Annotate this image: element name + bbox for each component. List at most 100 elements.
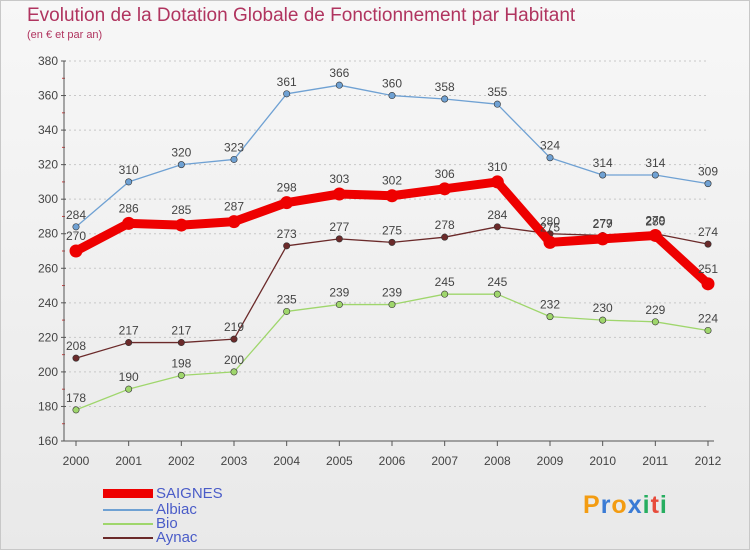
data-point-albiac (441, 95, 449, 103)
data-label-albiac: 310 (119, 163, 139, 177)
data-point-aynac (230, 335, 238, 343)
data-label-albiac: 360 (382, 77, 402, 91)
logo-letter: i (642, 491, 651, 519)
data-label-bio: 230 (593, 301, 613, 315)
data-label-saignes: 303 (329, 172, 349, 186)
x-tick-label: 2001 (115, 454, 142, 468)
data-point-bio (177, 371, 185, 379)
data-label-aynac: 208 (66, 339, 86, 353)
legend-swatch-aynac (103, 536, 153, 539)
chart-subtitle: (en € et par an) (27, 29, 103, 41)
data-point-albiac (125, 178, 133, 186)
data-point-aynac (125, 339, 133, 347)
data-point-saignes (69, 244, 83, 258)
x-tick-label: 2011 (642, 454, 668, 468)
data-label-aynac: 279 (593, 216, 613, 230)
data-point-saignes (490, 175, 504, 189)
data-point-bio (599, 316, 607, 324)
x-tick-label: 2002 (168, 454, 195, 468)
data-point-saignes (543, 235, 557, 249)
data-point-albiac (230, 155, 238, 163)
proxiti-logo: Proxiti (583, 491, 668, 520)
data-point-aynac (283, 242, 291, 250)
data-label-aynac: 280 (540, 215, 560, 229)
data-label-aynac: 273 (277, 227, 297, 241)
data-point-bio (72, 406, 80, 414)
data-label-bio: 229 (645, 303, 665, 317)
data-label-saignes: 310 (487, 160, 507, 174)
x-tick-label: 2010 (589, 454, 616, 468)
logo-letter: t (650, 491, 660, 519)
data-point-bio (651, 318, 659, 326)
legend-label-aynac: Aynac (156, 529, 198, 546)
data-label-albiac: 324 (540, 139, 560, 153)
data-point-bio (493, 290, 501, 298)
logo-letter: P (583, 491, 601, 519)
data-point-albiac (493, 100, 501, 108)
x-tick-label: 2005 (326, 454, 353, 468)
x-tick-label: 2012 (695, 454, 722, 468)
data-point-aynac (335, 235, 343, 243)
data-label-aynac: 280 (645, 215, 665, 229)
data-point-saignes (280, 196, 294, 210)
data-label-saignes: 285 (171, 203, 191, 217)
data-label-saignes: 251 (698, 262, 718, 276)
logo-letter: o (611, 491, 628, 519)
data-point-bio (283, 307, 291, 315)
legend-swatch-bio (103, 522, 153, 525)
y-tick-label: 360 (38, 89, 58, 103)
y-tick-label: 180 (38, 399, 58, 413)
data-label-albiac: 358 (435, 80, 455, 94)
y-tick-label: 220 (38, 330, 58, 344)
data-label-albiac: 366 (329, 66, 349, 80)
data-label-bio: 235 (277, 292, 297, 306)
legend-label-albiac: Albiac (156, 501, 197, 518)
data-point-albiac (651, 171, 659, 179)
data-label-aynac: 275 (382, 223, 402, 237)
data-point-albiac (335, 81, 343, 89)
data-point-saignes (227, 215, 241, 229)
data-point-bio (230, 368, 238, 376)
y-tick-label: 240 (38, 296, 58, 310)
y-tick-label: 340 (38, 123, 58, 137)
data-label-bio: 224 (698, 311, 718, 325)
x-tick-label: 2009 (537, 454, 564, 468)
data-point-albiac (546, 154, 554, 162)
data-label-albiac: 361 (277, 75, 297, 89)
data-point-saignes (596, 232, 610, 246)
data-label-aynac: 274 (698, 225, 718, 239)
data-label-bio: 239 (382, 286, 402, 300)
data-point-albiac (177, 161, 185, 169)
legend-label-bio: Bio (156, 515, 178, 532)
series-line-bio (75, 293, 709, 411)
data-label-albiac: 323 (224, 140, 244, 154)
y-tick-label: 300 (38, 192, 58, 206)
legend-item-aynac: Aynac (103, 529, 198, 546)
data-point-aynac (441, 233, 449, 241)
legend-item-bio: Bio (103, 515, 178, 532)
data-point-saignes (122, 216, 136, 230)
legend-item-albiac: Albiac (103, 501, 197, 518)
logo-letter: i (659, 491, 668, 519)
data-label-saignes: 287 (224, 200, 244, 214)
data-label-albiac: 320 (171, 146, 191, 160)
data-label-bio: 232 (540, 298, 560, 312)
data-point-bio (335, 301, 343, 309)
data-label-bio: 245 (487, 275, 507, 289)
data-label-albiac: 355 (487, 85, 507, 99)
x-tick-label: 2004 (273, 454, 300, 468)
data-label-saignes: 275 (540, 220, 560, 234)
legend-swatch-saignes (103, 489, 153, 498)
data-label-bio: 190 (119, 370, 139, 384)
logo-letter: r (600, 491, 612, 519)
data-point-bio (388, 301, 396, 309)
data-point-bio (546, 313, 554, 321)
data-point-aynac (177, 339, 185, 347)
data-label-aynac: 219 (224, 320, 244, 334)
data-label-saignes: 286 (119, 201, 139, 215)
data-label-saignes: 279 (645, 213, 665, 227)
data-label-albiac: 284 (66, 208, 86, 222)
data-point-aynac (388, 238, 396, 246)
